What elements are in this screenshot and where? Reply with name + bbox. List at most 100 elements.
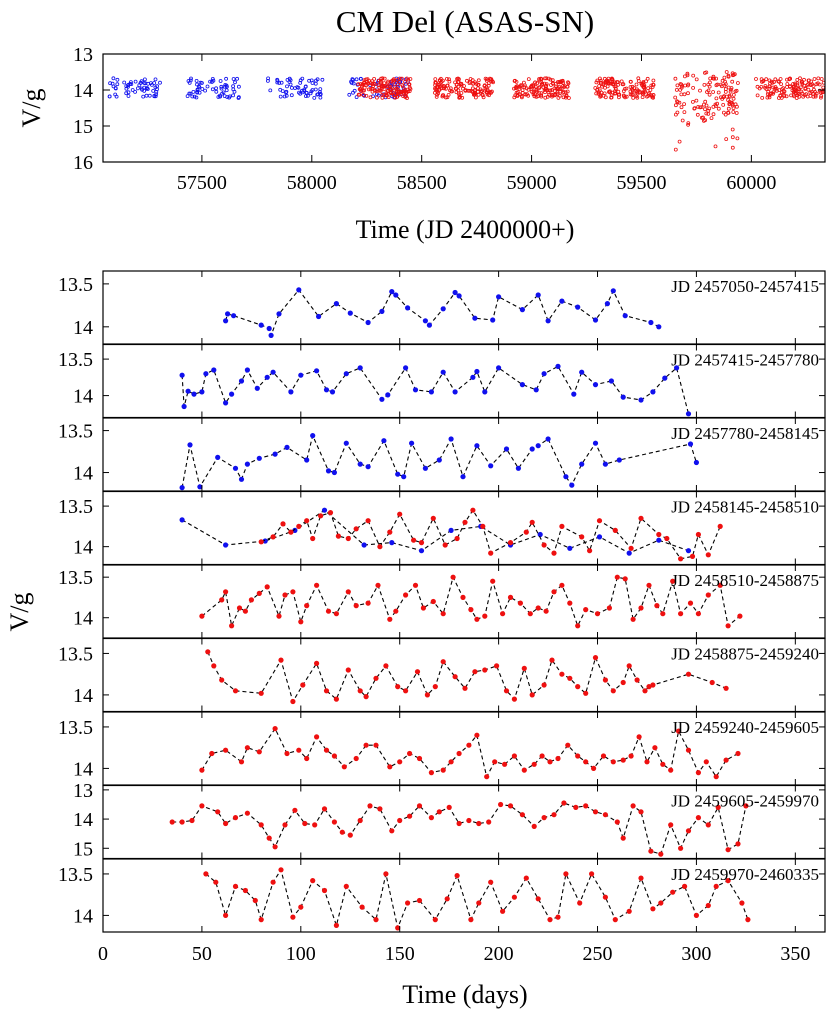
panel-v-point: [325, 468, 332, 474]
panel-v-connector: [181, 365, 690, 414]
panel-g-point: [638, 515, 644, 521]
panel-g-point: [559, 582, 565, 588]
panel-v-point: [418, 548, 425, 554]
panel-g-point: [592, 655, 599, 661]
panels-x-tick-label: 0: [98, 943, 108, 965]
panel-g-point: [470, 507, 476, 513]
overview-point-g: [616, 80, 620, 85]
overview-point-V: [354, 77, 359, 82]
panel-g-point: [373, 917, 379, 923]
panel-7-label: JD 2459240-2459605: [671, 718, 819, 737]
panel-g-point: [288, 529, 294, 535]
panel-g-point: [589, 871, 595, 877]
panel-g-point: [258, 917, 264, 923]
overview-point-V: [152, 81, 157, 85]
overview-point-g: [705, 90, 709, 94]
panel-6-data: [205, 649, 729, 705]
panel-g-point: [321, 887, 328, 894]
panel-g-point: [456, 820, 462, 827]
overview-point-g: [784, 94, 789, 99]
panel-g-point: [521, 767, 527, 773]
overview-point-V: [307, 78, 312, 83]
overview-point-V: [210, 87, 215, 92]
panel-g-point: [709, 679, 715, 686]
panel-g-point: [650, 906, 656, 912]
panel-4-data: [179, 507, 723, 562]
panel-g-point: [656, 531, 662, 538]
panel-v-point: [656, 324, 662, 330]
overview-point-g: [447, 79, 452, 84]
panel-g-point: [695, 611, 702, 617]
overview-point-V: [151, 89, 156, 93]
overview-point-g: [729, 87, 733, 92]
panel-g-point: [345, 535, 351, 542]
panel-g-point: [462, 685, 468, 691]
overview-point-g: [769, 79, 774, 84]
overview-point-g: [396, 91, 401, 95]
overview-point-g: [514, 90, 519, 95]
overview-point-g: [651, 93, 656, 97]
overview-point-g: [543, 95, 548, 100]
overview-point-g: [603, 85, 607, 90]
panel-5-label: JD 2458510-2458875: [671, 571, 819, 590]
panel-g-point: [270, 534, 276, 540]
panel-v-point: [385, 392, 391, 398]
overview-point-V: [315, 92, 320, 97]
panel-g-point: [527, 611, 533, 617]
panel-v-point: [474, 443, 480, 449]
panel-v-point: [422, 318, 428, 324]
overview-point-g: [803, 86, 808, 91]
panel-g-point: [266, 835, 272, 841]
panel-g-point: [357, 817, 363, 824]
panel-g-point: [367, 803, 373, 809]
overview-point-g: [380, 95, 385, 100]
panel-g-point: [282, 822, 288, 828]
panel-g-point: [446, 804, 452, 811]
overview-point-V: [188, 91, 193, 96]
panel-g-point: [244, 745, 250, 751]
panel-g-point: [428, 770, 434, 776]
panel-g-point: [503, 688, 510, 694]
panel-v-point: [616, 457, 622, 463]
overview-point-g: [766, 89, 771, 94]
panel-y-tick-label: 14: [73, 386, 93, 408]
overview-point-g: [648, 88, 653, 92]
overview-y-axis-label: V/g: [17, 89, 46, 128]
overview-point-V: [354, 95, 359, 99]
overview-point-V: [219, 86, 224, 91]
overview-point-g: [471, 82, 475, 86]
panel-g-point: [676, 728, 682, 734]
panel-g-point: [199, 803, 205, 809]
overview-point-g: [797, 94, 802, 99]
overview-point-V: [142, 81, 147, 85]
panel-g-point: [258, 822, 264, 828]
panel-v-point: [541, 371, 547, 377]
overview-point-g: [793, 83, 798, 88]
panel-g-point: [353, 526, 359, 532]
overview-point-V: [138, 81, 143, 85]
overview-point-g: [543, 84, 548, 88]
overview-point-g: [526, 87, 531, 92]
overview-point-g: [476, 86, 480, 91]
panel-g-point: [272, 844, 278, 850]
overview-point-V: [111, 76, 116, 81]
panel-v-point: [179, 517, 185, 523]
overview-point-g: [779, 82, 783, 86]
overview-point-V: [265, 79, 270, 83]
panel-g-point: [290, 914, 296, 920]
overview-point-g: [706, 112, 711, 116]
panel-g-point: [383, 663, 389, 669]
overview-point-g: [675, 100, 680, 104]
panel-g-point: [614, 819, 620, 825]
overview-point-g: [380, 76, 385, 81]
panel-g-point: [345, 667, 351, 673]
overview-point-g: [791, 87, 796, 91]
overview-point-V: [203, 88, 208, 93]
overview-point-g: [779, 96, 784, 100]
overview-point-g: [432, 90, 437, 95]
panel-v-point: [535, 443, 541, 449]
panel-g-point: [620, 757, 626, 763]
panel-y-tick-label: 13.5: [58, 496, 93, 518]
panel-g-point: [612, 917, 618, 923]
panel-v-point: [343, 371, 349, 377]
